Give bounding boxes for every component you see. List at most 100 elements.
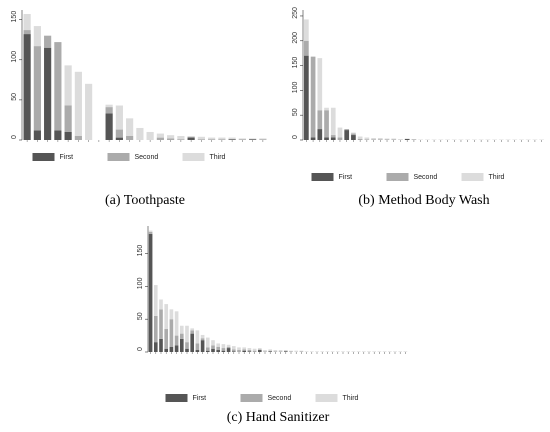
bar-segment (227, 345, 231, 347)
bar-segment (54, 42, 61, 130)
bar-segment (344, 130, 349, 140)
bar-segment (284, 351, 288, 352)
bar-segment (44, 48, 51, 140)
bar-segment (274, 351, 278, 352)
bar-segment (167, 138, 174, 140)
bar-segment (196, 330, 200, 343)
bar-segment (75, 136, 82, 140)
legend-label: First (193, 395, 207, 402)
bar-segment (196, 343, 200, 350)
bar-segment (344, 129, 349, 130)
bar-segment (198, 139, 205, 140)
bar-segment (378, 351, 382, 352)
bar-segment (157, 134, 164, 138)
bar-segment (294, 351, 298, 352)
bar-segment (65, 132, 72, 140)
bar-segment (362, 351, 366, 352)
bar-segment (324, 108, 329, 110)
bar-segment (371, 138, 376, 139)
bar-segment (167, 135, 174, 138)
bar-segment (304, 56, 309, 140)
bar-segment (211, 349, 215, 352)
bar-segment (258, 348, 262, 349)
bar-segment (232, 351, 236, 352)
bar-segment (216, 343, 220, 346)
bar-segment (232, 346, 236, 349)
legend-swatch (316, 394, 338, 402)
bar-segment (227, 348, 231, 352)
bar-segment (170, 347, 174, 352)
bar-segment (258, 350, 262, 352)
bar-segment (253, 351, 257, 352)
bar-segment (317, 58, 322, 110)
bar-segment (311, 57, 316, 138)
y-tick-label: 0 (292, 135, 299, 139)
bar-segment (164, 304, 168, 329)
bar-segment (34, 130, 41, 140)
bar-segment (229, 139, 236, 140)
bar-segment (159, 300, 163, 310)
bar-segment (331, 138, 336, 140)
bar-segment (198, 137, 205, 139)
chart-caption: (a) Toothpaste (105, 193, 185, 208)
bar-segment (65, 65, 72, 105)
bar-segment (159, 339, 163, 352)
bar-segment (185, 326, 189, 342)
y-tick-label: 50 (11, 93, 18, 101)
chart-caption: (b) Method Body Wash (358, 193, 489, 208)
bar-segment (44, 36, 51, 48)
bar-segment (404, 351, 408, 352)
bar-segment (317, 110, 322, 129)
bar-segment (268, 351, 272, 352)
bar-segment (185, 342, 189, 349)
bar-segment (304, 19, 309, 40)
bar-segment (154, 316, 158, 342)
bar-segment (201, 335, 205, 338)
bar-segment (383, 351, 387, 352)
bar-segment (378, 138, 383, 139)
bar-segment (206, 351, 210, 352)
bar-segment (352, 351, 356, 352)
bar-segment (54, 130, 61, 140)
bar-segment (259, 138, 266, 139)
bar-segment (263, 351, 267, 352)
bar-segment (227, 347, 231, 348)
bar-segment (289, 351, 293, 352)
legend-label: Third (343, 395, 359, 402)
bar-segment (222, 351, 226, 352)
bar-segment (393, 351, 397, 352)
bar-segment (164, 349, 168, 352)
bar-segment (208, 138, 215, 140)
bar-segment (351, 135, 356, 140)
bar-segment (237, 347, 241, 350)
bar-segment (126, 118, 133, 136)
bar-segment (177, 136, 184, 139)
bar-segment (242, 347, 246, 349)
bar-segment (367, 351, 371, 352)
bar-segment (324, 138, 329, 140)
bar-segment (116, 105, 123, 129)
bar-segment (259, 139, 266, 140)
bar-segment (175, 345, 179, 352)
bar-segment (190, 328, 194, 330)
bar-segment (175, 336, 179, 346)
bar-segment (268, 351, 272, 352)
y-tick-label: 0 (11, 135, 18, 139)
bar-segment (311, 138, 316, 140)
legend-swatch (183, 153, 205, 161)
bar-segment (211, 345, 215, 348)
bar-segment (24, 30, 31, 34)
legend-label: Third (210, 154, 226, 161)
bar-segment (222, 348, 226, 351)
bar-segment (229, 138, 236, 140)
bar-segment (338, 128, 343, 138)
y-tick-label: 150 (137, 245, 144, 257)
bar-segment (116, 138, 123, 140)
bar-segment (180, 326, 184, 334)
y-tick-label: 50 (137, 312, 144, 320)
bar-segment (385, 139, 390, 140)
bar-segment (188, 136, 195, 137)
bar-segment (242, 349, 246, 350)
bar-segment (398, 351, 402, 352)
